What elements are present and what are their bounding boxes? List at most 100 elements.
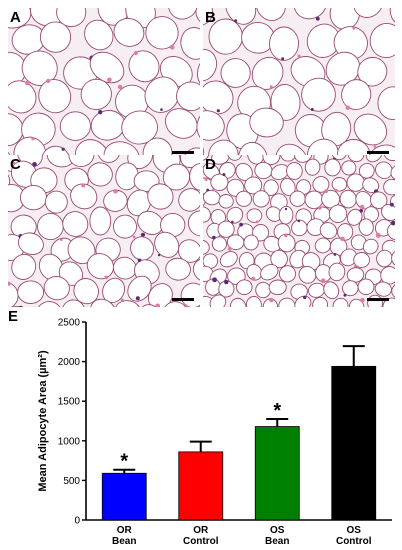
cell-nucleus bbox=[224, 279, 229, 285]
bar bbox=[254, 426, 300, 521]
adipocyte-cell bbox=[44, 190, 68, 214]
adipocyte-cell bbox=[164, 108, 198, 139]
adipocyte-cell bbox=[130, 236, 155, 261]
x-category-label: Bean bbox=[112, 536, 136, 547]
cell-nucleus bbox=[390, 202, 394, 207]
x-category-label: OS bbox=[270, 525, 285, 536]
adipocyte-cell bbox=[262, 155, 281, 165]
adipocyte-cell bbox=[269, 26, 299, 61]
cell-nucleus bbox=[140, 232, 146, 237]
adipocyte-cell bbox=[218, 194, 234, 209]
adipocyte-cell bbox=[294, 295, 312, 307]
cell-nucleus bbox=[333, 253, 337, 256]
adipocyte-cell bbox=[84, 19, 114, 51]
adipocyte-cell bbox=[235, 190, 253, 207]
adipocyte-cell bbox=[246, 208, 263, 223]
adipocyte-cell bbox=[165, 257, 191, 281]
cell-nucleus bbox=[212, 235, 216, 240]
scale-bar-d bbox=[367, 298, 389, 301]
adipocyte-cell bbox=[43, 275, 70, 301]
adipocyte-cell bbox=[278, 265, 297, 283]
cell-nucleus bbox=[231, 220, 234, 224]
adipocyte-cell bbox=[97, 155, 121, 163]
cell-nucleus bbox=[334, 188, 338, 192]
adipose-tissue-image-c bbox=[8, 155, 200, 307]
cell-nucleus bbox=[297, 219, 301, 223]
adipocyte-cell bbox=[80, 78, 112, 110]
adipocyte-cell bbox=[391, 249, 395, 268]
cell-nucleus bbox=[107, 77, 112, 83]
histology-panel-d: D bbox=[203, 155, 395, 307]
y-tick-label: 0 bbox=[74, 516, 80, 527]
cell-nucleus bbox=[269, 85, 273, 89]
y-tick-label: 1500 bbox=[58, 397, 81, 408]
adipocyte-cell bbox=[314, 237, 332, 254]
adipocyte-cell bbox=[383, 155, 395, 162]
adipocyte-cell bbox=[301, 77, 336, 112]
adipocyte-cell bbox=[312, 176, 330, 193]
cell-nucleus bbox=[284, 207, 288, 211]
adipocyte-cell bbox=[387, 221, 395, 241]
adipocyte-cell bbox=[306, 138, 339, 160]
cell-nucleus bbox=[359, 209, 363, 213]
cell-nucleus bbox=[133, 50, 138, 56]
panel-letter-c: C bbox=[10, 156, 21, 173]
adipocyte-cell bbox=[391, 282, 395, 299]
cell-nucleus bbox=[120, 298, 124, 302]
adipocyte-cell bbox=[17, 232, 44, 255]
cell-nucleus bbox=[303, 295, 307, 300]
adipocyte-cell bbox=[328, 262, 346, 282]
adipocyte-cell bbox=[275, 143, 309, 160]
adipocyte-cell bbox=[252, 190, 270, 208]
adipocyte-cell bbox=[8, 167, 11, 196]
cell-nucleus bbox=[132, 235, 136, 239]
cell-nucleus bbox=[255, 220, 259, 224]
adipocyte-cell bbox=[211, 236, 227, 252]
cell-nucleus bbox=[169, 45, 175, 50]
adipocyte-cell bbox=[103, 189, 128, 212]
y-tick-label: 2500 bbox=[58, 318, 81, 329]
cell-nucleus bbox=[315, 16, 320, 21]
adipocyte-cell bbox=[381, 204, 395, 221]
adipocyte-cell bbox=[362, 238, 379, 255]
adipocyte-cell bbox=[203, 80, 234, 115]
adipocyte-cell bbox=[246, 263, 263, 281]
histology-panel-b: B bbox=[203, 8, 395, 160]
panel-letter-e: E bbox=[8, 308, 19, 325]
adipocyte-cell bbox=[203, 8, 213, 26]
adipocyte-cell bbox=[357, 278, 375, 296]
adipocyte-cell bbox=[144, 76, 180, 113]
adipocyte-cell bbox=[347, 155, 365, 163]
adipocyte-cell bbox=[203, 206, 211, 223]
adipocyte-cell bbox=[196, 107, 200, 145]
adipocyte-cell bbox=[374, 281, 392, 297]
scale-bar-a bbox=[172, 151, 194, 154]
adipocyte-cell bbox=[365, 155, 383, 163]
adipocyte-cell bbox=[127, 275, 152, 302]
adipocyte-cell bbox=[39, 21, 72, 53]
significance-marker: * bbox=[273, 400, 281, 422]
cell-nucleus bbox=[46, 78, 51, 84]
cell-nucleus bbox=[352, 26, 356, 30]
cell-nucleus bbox=[204, 177, 208, 181]
adipose-tissue-image-b bbox=[203, 8, 395, 160]
adipocyte-cell bbox=[187, 210, 200, 237]
adipocyte-cell bbox=[89, 51, 125, 84]
adipocyte-cell bbox=[268, 279, 287, 296]
adipocyte-cell bbox=[346, 267, 365, 283]
adipocyte-cell bbox=[87, 162, 113, 187]
cell-nucleus bbox=[60, 238, 63, 242]
cell-nucleus bbox=[375, 232, 381, 238]
adipocyte-area-bar-chart: 0 500 1000 1500 2000 2500 Mean Adipocyte Area … bbox=[37, 318, 392, 547]
cell-nucleus bbox=[25, 80, 30, 86]
significance-marker: * bbox=[120, 451, 128, 473]
adipocyte-cell bbox=[35, 301, 63, 307]
adipocyte-cell bbox=[331, 155, 347, 161]
adipocyte-cell bbox=[113, 214, 137, 239]
adipocyte-cell bbox=[270, 249, 288, 269]
x-category-label: OR bbox=[193, 525, 209, 536]
panel-letter-a: A bbox=[10, 9, 21, 26]
scale-bar-b bbox=[367, 151, 389, 154]
adipocyte-cell bbox=[243, 234, 259, 251]
cell-nucleus bbox=[320, 278, 326, 284]
